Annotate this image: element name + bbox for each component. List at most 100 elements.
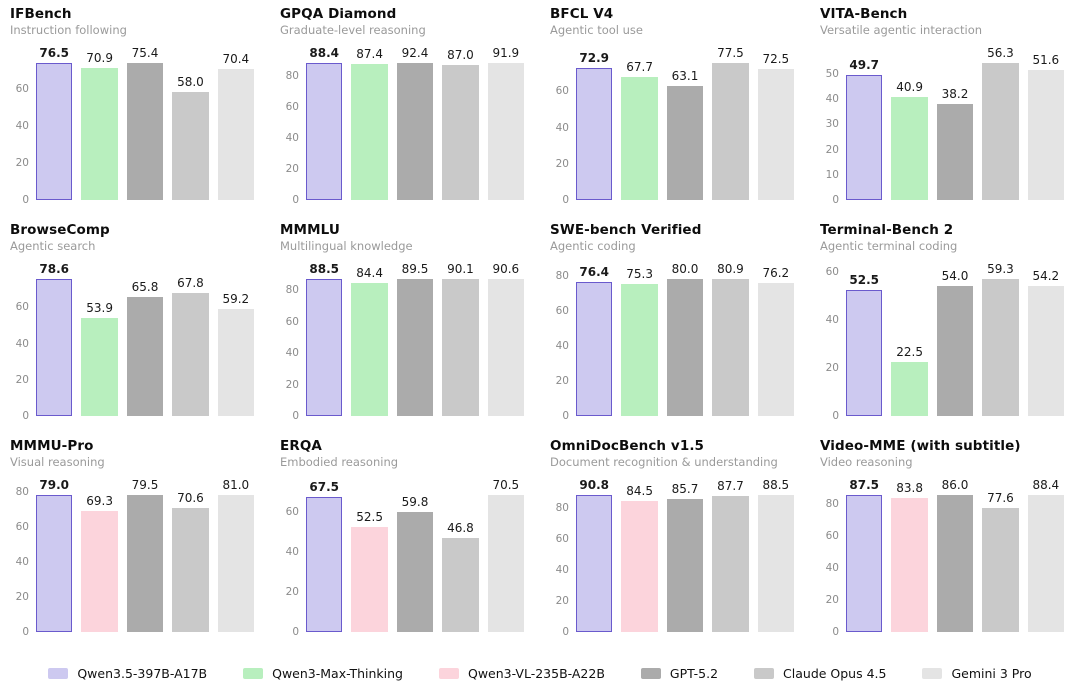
y-tick-label: 20	[285, 162, 299, 175]
bar-claude	[712, 279, 749, 416]
legend-item-gemini: Gemini 3 Pro	[922, 666, 1032, 681]
bar-group-claude: 77.6	[982, 478, 1019, 632]
bar-group-gpt52: 54.0	[936, 262, 974, 416]
plot-area: 0 20 40 60 80 90.8 84.5 85.7 87.7 88.5	[550, 478, 800, 638]
bar-gpt52	[666, 279, 704, 416]
legend-swatch-gpt52	[640, 667, 661, 679]
y-axis: 0 20 40 60	[10, 46, 36, 206]
bar-value-label: 72.5	[762, 51, 790, 66]
bar-claude	[442, 64, 479, 200]
bars: 76.4 75.3 80.0 80.9 76.2	[576, 262, 800, 416]
bar-group-gemini: 70.5	[487, 478, 525, 632]
chart-subtitle: Agentic terminal coding	[820, 239, 958, 253]
bar-value-label: 67.8	[177, 276, 204, 291]
legend-item-claude: Claude Opus 4.5	[754, 666, 886, 681]
bar-value-label: 87.0	[447, 47, 474, 62]
y-tick-label: 40	[15, 119, 29, 132]
bar-value-label: 65.8	[131, 279, 159, 294]
bar-group-claude: 46.8	[442, 478, 479, 632]
bar-value-label: 80.9	[717, 262, 744, 276]
bar-value-label: 86.0	[941, 478, 969, 492]
y-tick-label: 40	[825, 561, 839, 574]
y-tick-label: 0	[562, 194, 569, 206]
bar-value-label: 88.5	[309, 262, 339, 276]
bar-qwen3vl	[81, 510, 118, 632]
bar-group-qwen35: 67.5	[306, 478, 343, 632]
y-tick-label: 0	[22, 410, 29, 422]
y-tick-label: 40	[285, 131, 299, 144]
legend-label: GPT-5.2	[669, 665, 719, 681]
bar-value-label: 49.7	[849, 57, 879, 72]
benchmark-chart: VITA-Bench Versatile agentic interaction…	[810, 0, 1080, 216]
bar-value-label: 63.1	[671, 68, 699, 83]
bar-value-label: 67.5	[309, 480, 339, 494]
y-tick-label: 40	[15, 337, 29, 350]
bar-group-qwen3max: 70.9	[81, 46, 118, 200]
legend-swatch-gemini	[922, 667, 943, 679]
bar-group-claude: 67.8	[172, 262, 209, 416]
bar-value-label: 89.5	[401, 262, 429, 276]
bar-value-label: 75.3	[626, 267, 653, 282]
y-tick-label: 80	[285, 69, 299, 82]
bar-value-label: 85.7	[671, 481, 699, 496]
y-tick-label: 40	[285, 347, 299, 360]
chart-subtitle: Agentic search	[10, 239, 96, 253]
bar-group-claude: 77.5	[712, 46, 749, 200]
legend-swatch-qwen35	[48, 667, 69, 679]
bar-value-label: 77.6	[987, 490, 1014, 505]
bar-value-label: 38.2	[941, 86, 969, 101]
y-tick-label: 0	[292, 626, 299, 638]
bar-value-label: 54.2	[1032, 268, 1060, 283]
y-tick-label: 40	[285, 546, 299, 558]
plot-area: 0 10 20 30 40 50 49.7 40.9 38.2 56.3 51.6	[820, 46, 1070, 206]
charts-grid: IFBench Instruction following 0 20 40 60 76…	[10, 0, 1080, 648]
bar-gemini	[757, 68, 795, 200]
bar-group-gemini: 88.5	[757, 478, 795, 632]
y-axis: 0 20 40 60 80	[550, 262, 576, 422]
bar-group-claude: 90.1	[442, 262, 479, 416]
bar-value-label: 81.0	[222, 478, 250, 492]
y-tick-label: 20	[555, 594, 569, 607]
bar-group-qwen35: 76.5	[36, 46, 73, 200]
bar-gemini	[757, 282, 795, 416]
bar-claude	[982, 63, 1019, 200]
bar-group-claude: 87.7	[712, 478, 749, 632]
benchmark-chart: OmniDocBench v1.5 Document recognition &…	[540, 432, 810, 648]
bar-gemini	[1027, 285, 1065, 416]
bar-claude	[982, 507, 1019, 632]
bar-value-label: 56.3	[987, 46, 1014, 60]
plot-area: 0 20 40 60 78.6 53.9 65.8 67.8 59.2	[10, 262, 260, 422]
bar-qwen35	[576, 495, 613, 632]
y-tick-label: 60	[15, 301, 29, 314]
bar-value-label: 53.9	[86, 301, 113, 316]
bar-group-gemini: 72.5	[757, 46, 795, 200]
bar-group-gemini: 70.4	[217, 46, 255, 200]
bar-claude	[712, 63, 749, 200]
benchmark-chart: ERQA Embodied reasoning 0 20 40 60 67.5 52.5…	[270, 432, 540, 648]
bar-group-qwen35: 90.8	[576, 478, 613, 632]
bar-qwen3vl	[351, 527, 388, 632]
y-tick-label: 20	[555, 157, 569, 170]
bar-value-label: 59.8	[401, 495, 429, 510]
bars: 72.9 67.7 63.1 77.5 72.5	[576, 46, 800, 200]
bar-qwen3max	[891, 361, 928, 416]
bar-group-gpt52: 80.0	[666, 262, 704, 416]
bar-value-label: 67.7	[626, 60, 653, 75]
bar-group-gpt52: 85.7	[666, 478, 704, 632]
legend-swatch-qwen3max	[243, 667, 264, 679]
bar-value-label: 52.5	[356, 510, 383, 524]
y-tick-label: 60	[555, 85, 569, 98]
y-axis: 0 20 40 60 80	[550, 478, 576, 638]
chart-title: Terminal-Bench 2	[820, 222, 954, 238]
benchmark-chart: BFCL V4 Agentic tool use 0 20 40 60 72.9 67.…	[540, 0, 810, 216]
chart-title: ERQA	[280, 438, 322, 454]
y-axis: 0 20 40 60 80	[10, 478, 36, 638]
y-tick-label: 80	[555, 501, 569, 514]
legend-item-qwen35: Qwen3.5-397B-A17B	[48, 666, 207, 681]
y-tick-label: 20	[555, 375, 569, 387]
y-tick-label: 60	[15, 521, 29, 533]
y-tick-label: 20	[285, 378, 299, 391]
y-tick-label: 40	[555, 340, 569, 352]
bar-group-qwen35: 76.4	[576, 262, 613, 416]
y-tick-label: 40	[555, 121, 569, 134]
